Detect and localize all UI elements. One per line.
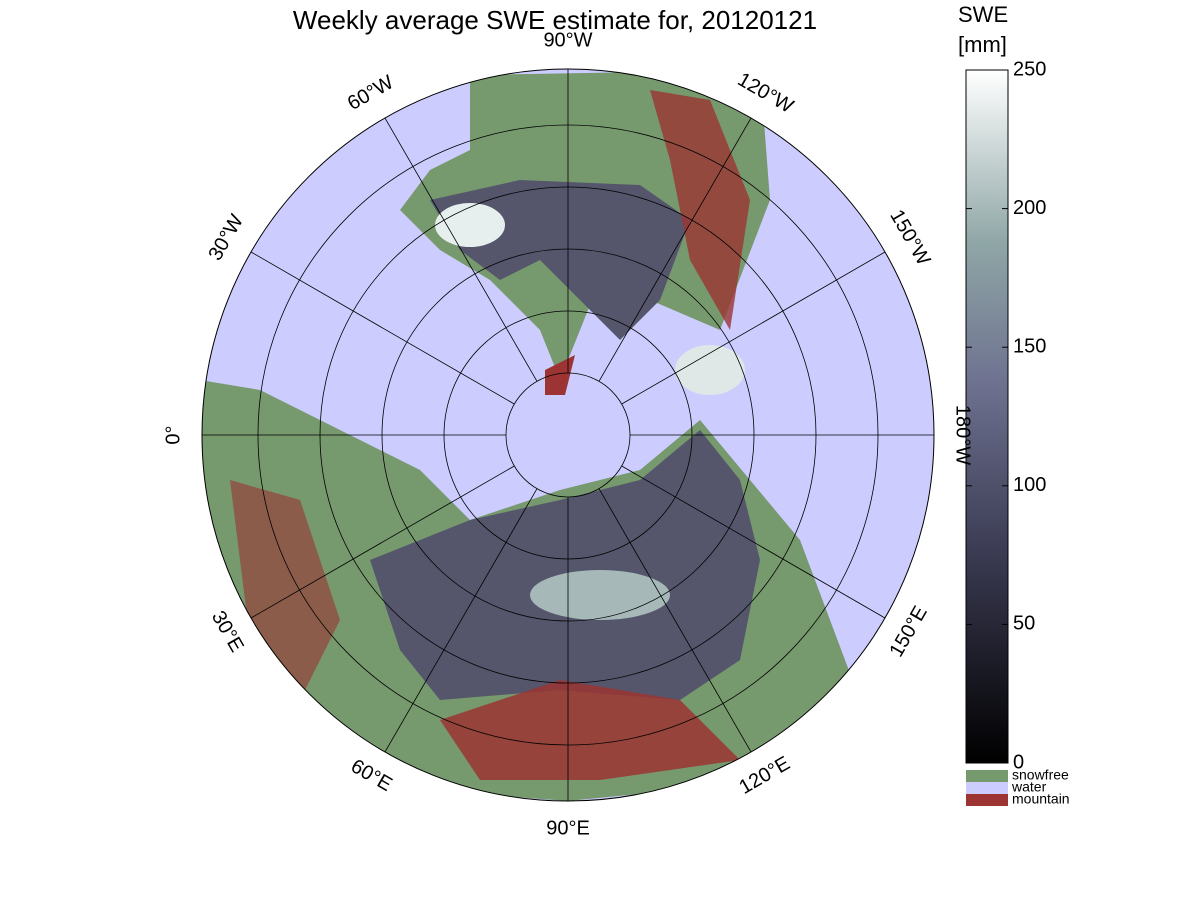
legend-swatch <box>966 770 1008 782</box>
longitude-label: 120°E <box>735 752 793 798</box>
colorbar <box>965 69 1009 764</box>
siberia-snow <box>530 570 670 620</box>
meridian <box>598 117 752 382</box>
legend-swatch <box>966 794 1008 806</box>
longitude-label: 90°E <box>546 817 590 839</box>
longitude-label: 120°W <box>734 69 797 118</box>
legend-swatch <box>966 782 1008 794</box>
colorbar-tick-label: 0 <box>1013 751 1024 773</box>
legend-label: water <box>1011 779 1047 795</box>
alaska-snow <box>675 345 745 395</box>
meridian <box>250 251 515 405</box>
meridian <box>250 465 515 619</box>
longitude-label: 150°E <box>885 602 931 660</box>
title: Weekly average SWE estimate for, 2012012… <box>293 5 817 35</box>
graticule <box>202 69 934 801</box>
longitude-label: 90°W <box>543 29 592 51</box>
longitude-label: 0° <box>162 425 184 444</box>
rockies <box>650 90 750 330</box>
greenland-coast <box>545 355 575 395</box>
longitude-label: 30°W <box>204 211 248 265</box>
meridian <box>621 465 886 619</box>
meridian <box>384 488 538 753</box>
legend-label: mountain <box>1012 791 1070 807</box>
eurasia-snow <box>370 430 760 700</box>
map <box>202 69 934 801</box>
colorbar-tick-label: 200 <box>1013 197 1046 219</box>
colorbar-tick-label: 250 <box>1013 58 1046 80</box>
meridian <box>598 488 752 753</box>
colorbar-unit: [mm] <box>958 32 1007 57</box>
snow-peak <box>435 203 505 247</box>
longitude-label: 60°E <box>347 755 396 796</box>
colorbar-tick-label: 50 <box>1013 613 1035 635</box>
longitude-label: 30°E <box>207 607 248 656</box>
longitude-label: 60°W <box>344 71 398 115</box>
colorbar-title: SWE <box>958 2 1008 27</box>
colorbar-tick-label: 150 <box>1013 335 1046 357</box>
longitude-label: 150°W <box>885 206 934 269</box>
colorbar-tick-label: 100 <box>1013 474 1046 496</box>
legend-label: snowfree <box>1012 767 1069 783</box>
longitude-label: 180°W <box>952 405 974 465</box>
map-frame <box>201 68 935 802</box>
central-asia-mountains <box>440 680 740 780</box>
meridian <box>621 251 886 405</box>
meridian <box>384 117 538 382</box>
